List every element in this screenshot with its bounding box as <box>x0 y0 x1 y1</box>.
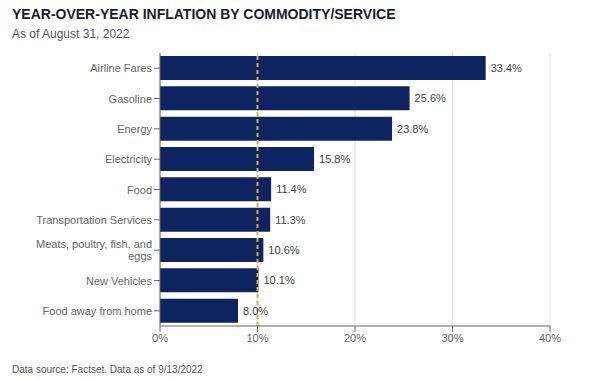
svg-text:Electricity: Electricity <box>105 153 153 165</box>
svg-text:Transportation Services: Transportation Services <box>36 214 152 226</box>
svg-text:11.4%: 11.4% <box>276 183 307 195</box>
html-text:As of August 31, 2022: As of August 31, 2022 <box>12 27 130 41</box>
svg-text:New Vehicles: New Vehicles <box>86 275 153 287</box>
svg-text:25.6%: 25.6% <box>415 92 446 104</box>
svg-text:10.1%: 10.1% <box>263 274 294 286</box>
svg-text:10%: 10% <box>246 332 268 344</box>
html-text:YEAR-OVER-YEAR INFLATION BY CO: YEAR-OVER-YEAR INFLATION BY COMMODITY/SE… <box>12 6 396 22</box>
svg-text:23.8%: 23.8% <box>397 123 428 135</box>
svg-text:Food: Food <box>127 184 152 196</box>
svg-text:40%: 40% <box>539 332 561 344</box>
svg-text:30%: 30% <box>441 332 463 344</box>
svg-text:Food away from home: Food away from home <box>43 305 152 317</box>
svg-text:Airline Fares: Airline Fares <box>90 62 152 74</box>
svg-text:8.0%: 8.0% <box>243 305 268 317</box>
svg-text:Gasoline: Gasoline <box>109 93 152 105</box>
svg-text:15.8%: 15.8% <box>319 153 350 165</box>
svg-text:Energy: Energy <box>117 123 152 135</box>
svg-text:11.3%: 11.3% <box>275 214 306 226</box>
svg-text:10.6%: 10.6% <box>268 244 299 256</box>
svg-text:33.4%: 33.4% <box>491 62 522 74</box>
html-text:Data source: Factset. Data as: Data source: Factset. Data as of 9/13/20… <box>12 364 203 375</box>
svg-text:Meats, poultry, fish, andeggs: Meats, poultry, fish, andeggs <box>36 238 152 262</box>
svg-text:0%: 0% <box>152 332 168 344</box>
svg-text:20%: 20% <box>344 332 366 344</box>
